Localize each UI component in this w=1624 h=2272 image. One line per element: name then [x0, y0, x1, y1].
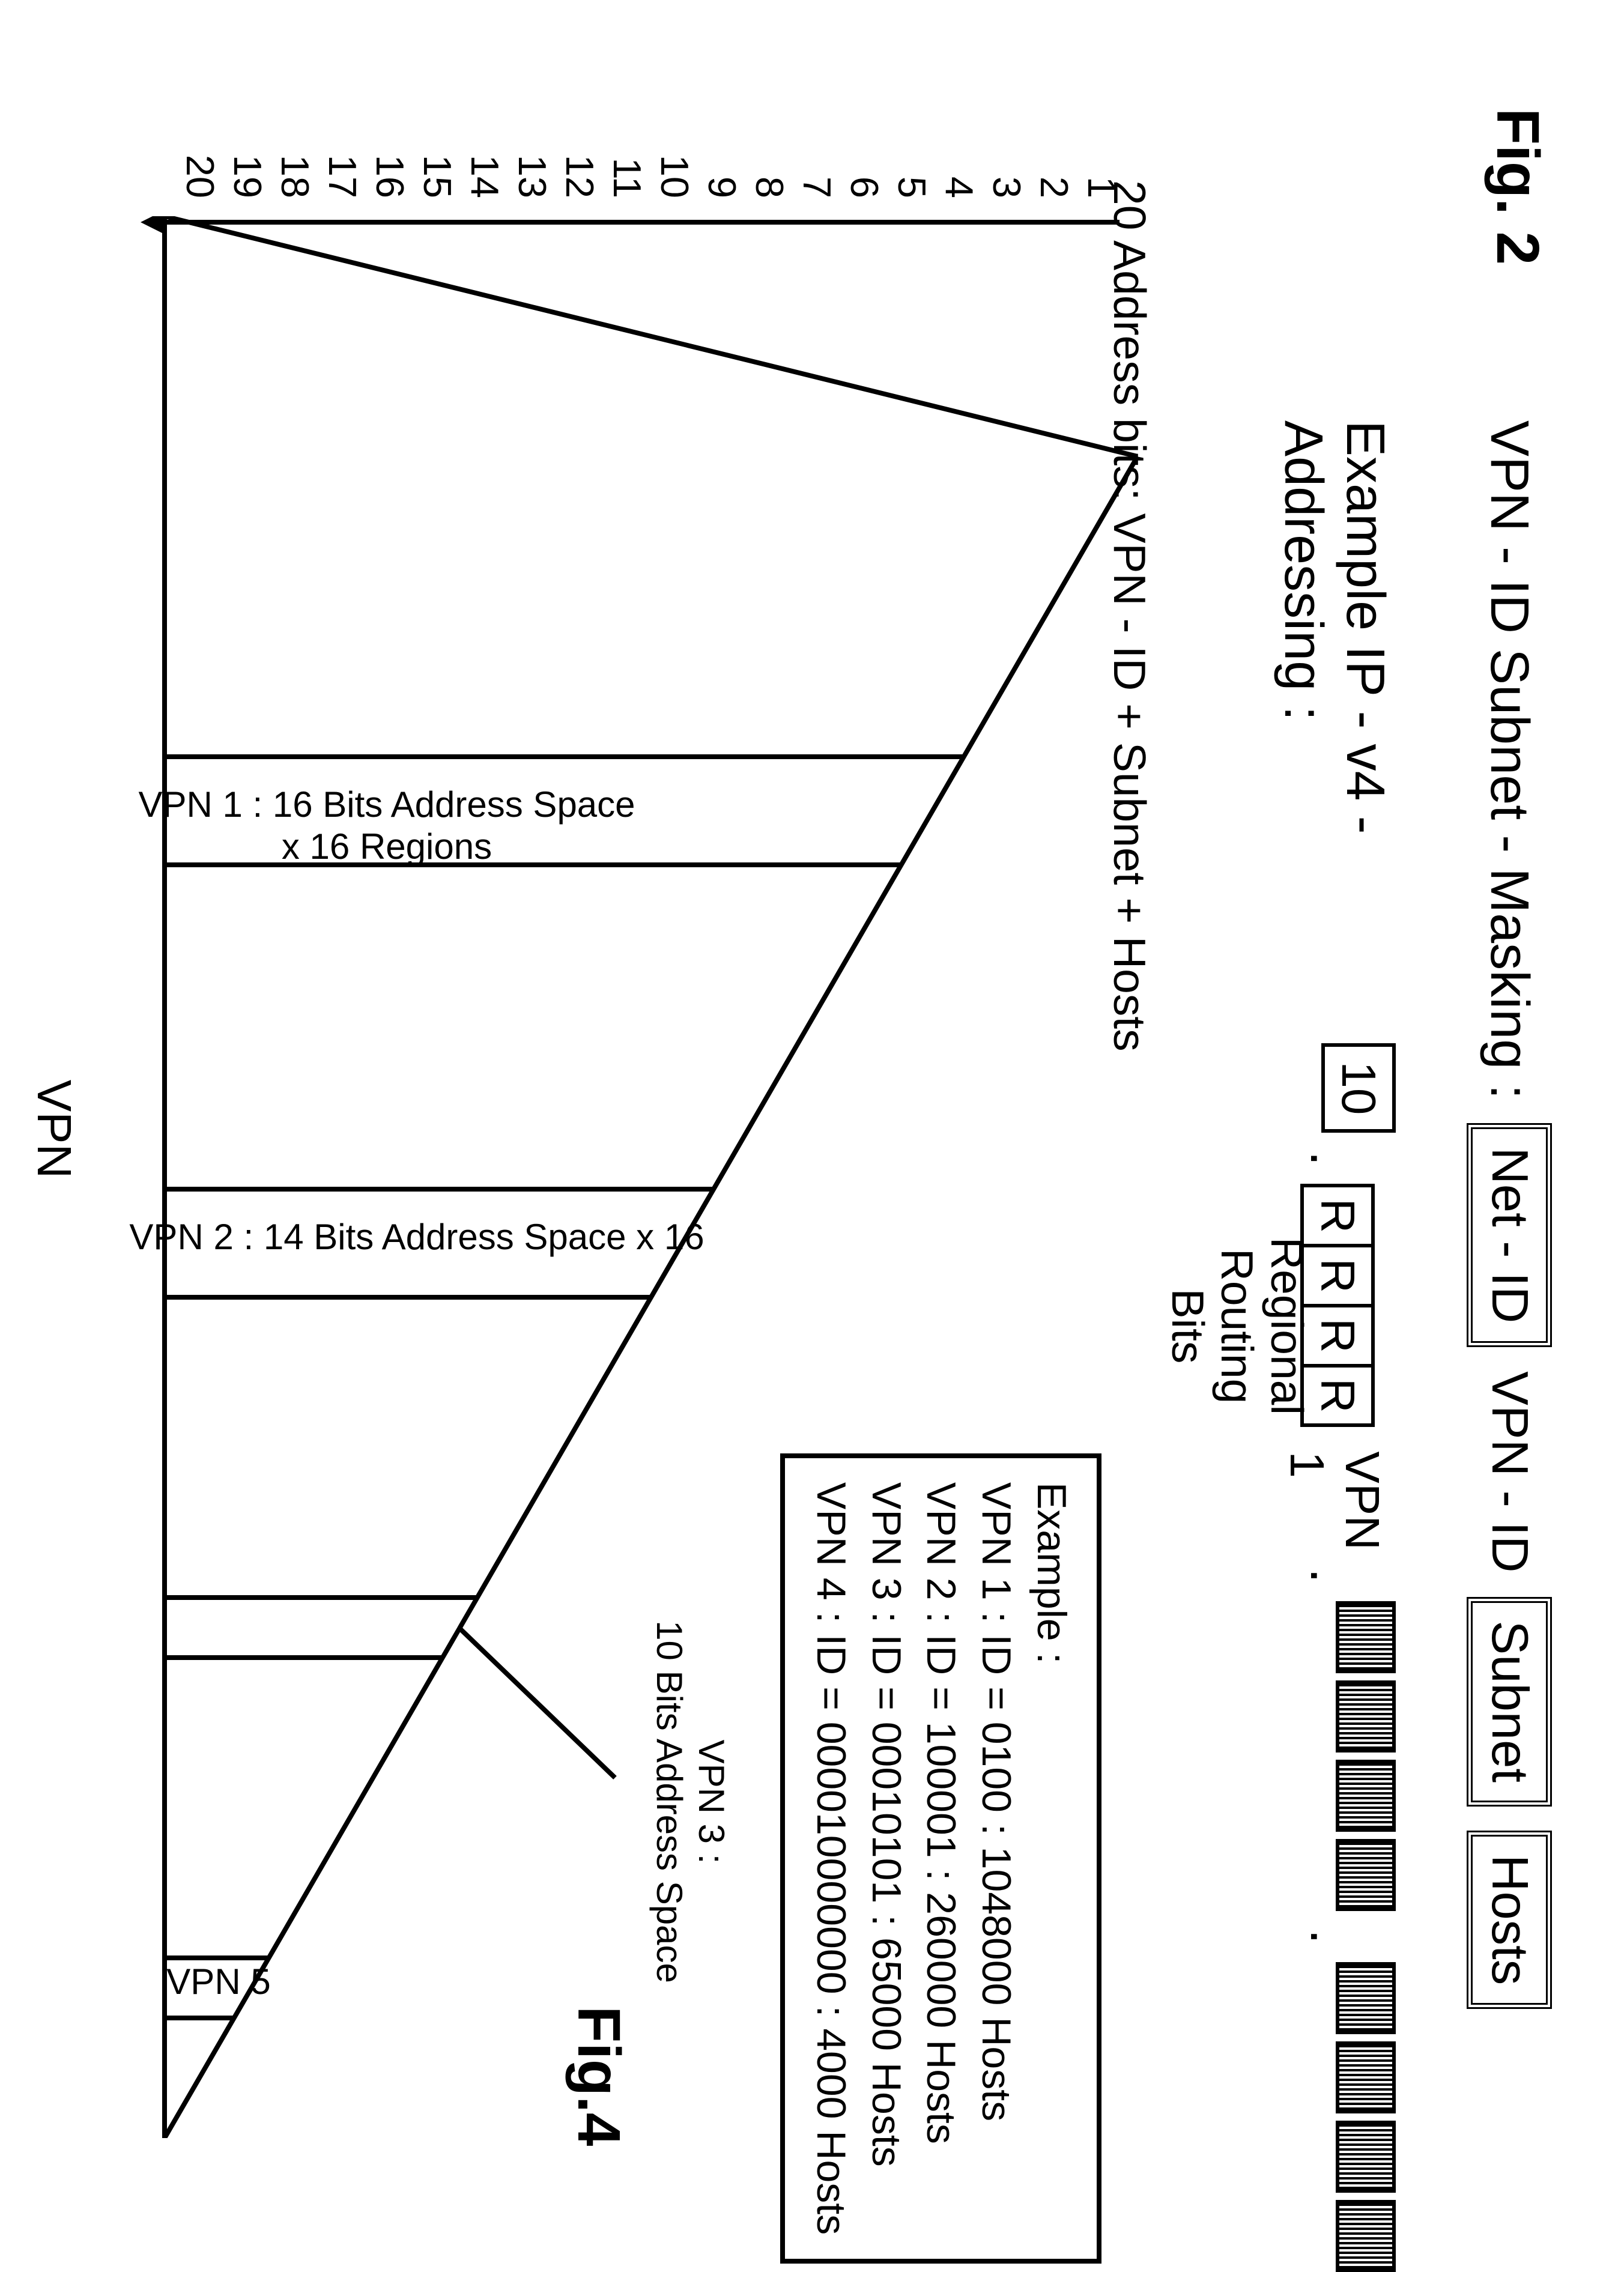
hatched-box [1336, 1760, 1396, 1832]
hatched-box [1336, 2200, 1396, 2272]
example-box-line: VPN 3 : ID = 00010101 : 65000 Hosts [858, 1482, 913, 2235]
y-tick: 2 [1031, 144, 1078, 198]
y-tick: 1 [1078, 144, 1126, 198]
dot-1: . [1298, 1151, 1360, 1166]
netid-box: Net - ID [1467, 1123, 1552, 1347]
svg-text:VPN 3 :10 Bits Address Space: VPN 3 :10 Bits Address Space [649, 1620, 732, 1983]
hatched-box [1336, 1962, 1396, 2034]
hatched-box [1336, 1680, 1396, 1752]
svg-text:VPN 1 : 16 Bits Address Spacex: VPN 1 : 16 Bits Address Spacex 16 Region… [138, 784, 635, 867]
hatched-box [1336, 1839, 1396, 1911]
byte1-box: 10 [1321, 1043, 1396, 1133]
y-tick: 8 [746, 144, 793, 198]
title-prefix: VPN - ID Subnet - Masking : [1479, 420, 1541, 1099]
example-box-line: VPN 2 : ID = 100001 : 260000 Hosts [913, 1482, 969, 2235]
r-cell: R [1304, 1247, 1371, 1307]
dot-3: . [1298, 1929, 1360, 1944]
y-axis-ticks: 1234567891011121314151617181920 [177, 144, 1126, 198]
example-box-header: Example : [1023, 1482, 1079, 2235]
r-cell: R [1304, 1307, 1371, 1368]
dot-2: . [1298, 1568, 1360, 1583]
y-tick: 15 [414, 144, 461, 198]
y-tick: 12 [556, 144, 604, 198]
y-tick: 20 [177, 144, 224, 198]
y-tick: 10 [651, 144, 698, 198]
example-box-line: VPN 4 : ID = 000010000000 : 4000 Hosts [803, 1482, 858, 2235]
regional-routing-label: Regional Routing Bits [1163, 1237, 1312, 1415]
svg-text:VPN 5: VPN 5 [166, 1961, 270, 2002]
y-tick: 13 [509, 144, 556, 198]
y-tick: 18 [271, 144, 319, 198]
y-tick: 11 [604, 144, 651, 198]
hatched-box [1336, 2121, 1396, 2193]
example-box-line: VPN 1 : ID = 0100 : 1048000 Hosts [968, 1482, 1023, 2235]
fig4-label: Fig.4 [564, 2006, 633, 2146]
fig2-label: Fig. 2 [1483, 108, 1552, 265]
subnet-hatched-group [1336, 1601, 1396, 1911]
example-label: Example IP - v4 - Addressing : [1272, 420, 1396, 1001]
r-cell: R [1304, 1368, 1371, 1424]
y-tick: 5 [888, 144, 936, 198]
hatched-box [1336, 1601, 1396, 1673]
y-tick: 16 [366, 144, 414, 198]
y-tick: 19 [224, 144, 271, 198]
r-cell: R [1304, 1187, 1371, 1247]
y-tick: 14 [461, 144, 509, 198]
y-tick: 3 [983, 144, 1031, 198]
y-tick: 7 [793, 144, 841, 198]
y-tick: 4 [936, 144, 983, 198]
vpn1-label: VPN 1 [1279, 1451, 1390, 1550]
subnet-box: Subnet [1467, 1597, 1552, 1807]
y-tick: 17 [319, 144, 366, 198]
title-row: VPN - ID Subnet - Masking : Net - ID VPN… [1467, 420, 1552, 2009]
hosts-hatched-group [1336, 1962, 1396, 2272]
example-box: Example : VPN 1 : ID = 0100 : 1048000 Ho… [780, 1453, 1101, 2264]
hatched-box [1336, 2041, 1396, 2113]
svg-text:VPN 2 : 14 Bits Address Space: VPN 2 : 14 Bits Address Space x 16 [129, 1217, 704, 1257]
vpn-x-label: VPN [26, 1080, 82, 1179]
y-tick: 6 [841, 144, 888, 198]
hosts-box: Hosts [1467, 1831, 1552, 2009]
y-tick: 9 [698, 144, 746, 198]
vpnid-label: VPN - ID [1480, 1371, 1539, 1572]
